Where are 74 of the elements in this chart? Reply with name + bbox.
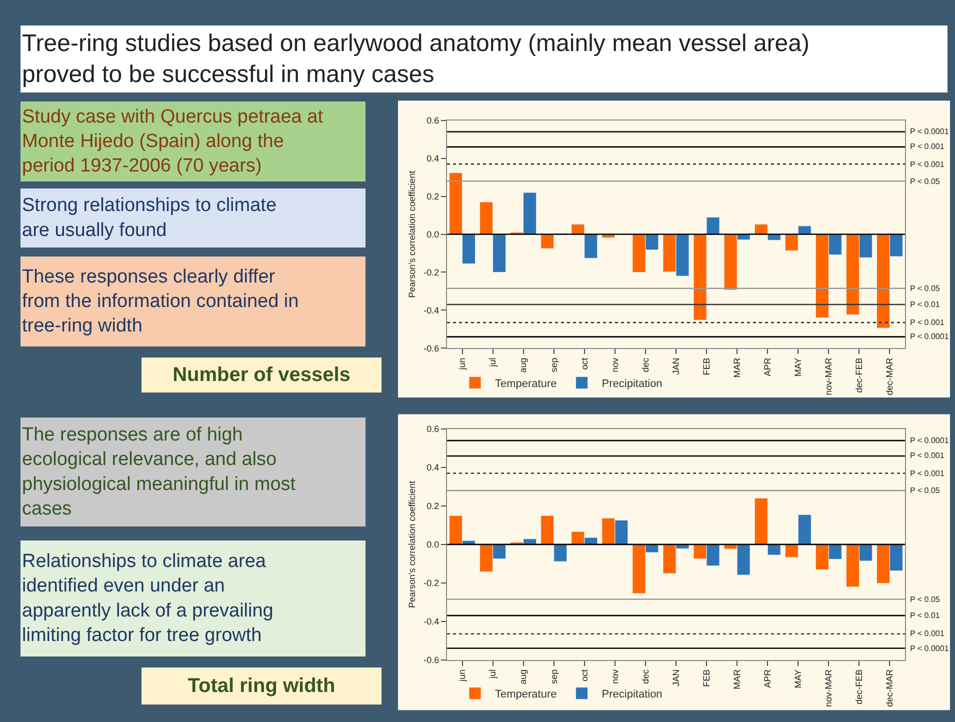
ref-line-label: P < 0.001 xyxy=(910,160,945,169)
x-tick-label: nov xyxy=(610,357,620,372)
x-tick-label: MAR xyxy=(732,668,742,690)
x-tick-label: dec-MAR xyxy=(884,357,895,396)
x-tick-label: dec-FEB xyxy=(854,358,864,393)
x-tick-label: jun xyxy=(457,669,468,682)
ref-line-label: P < 0.001 xyxy=(910,318,945,327)
legend-label: Temperature xyxy=(495,688,557,701)
y-tick-label: 0.2 xyxy=(426,191,440,202)
x-tick-label: nov-MAR xyxy=(824,668,834,707)
x-tick-label: sep xyxy=(548,669,559,684)
y-tick-label: 0.2 xyxy=(426,501,440,512)
ref-line-label: P < 0.01 xyxy=(910,611,940,620)
ref-line-label: P < 0.05 xyxy=(910,595,940,604)
ref-line-label: P < 0.001 xyxy=(910,142,945,151)
ref-line-label: P < 0.05 xyxy=(910,486,940,495)
text: Total ring width xyxy=(188,675,336,697)
x-tick-label: FEB xyxy=(701,358,712,376)
text: Relationships to climate area identified even under an apparently lack of a prevailing limiting factor for tree growth xyxy=(22,550,274,646)
x-tick-label: dec-MAR xyxy=(884,668,895,707)
ref-line-label: P < 0.001 xyxy=(910,469,945,478)
x-tick-label: JAN xyxy=(670,358,681,375)
x-tick-label: sep xyxy=(548,358,559,372)
x-tick-label: APR xyxy=(762,668,773,688)
text: The responses are of high ecological relevance, and also physiological meaningful in most cases xyxy=(22,424,296,520)
x-tick-label: MAR xyxy=(732,357,742,378)
ref-line-label: P < 0.05 xyxy=(910,284,940,293)
x-tick-label: dec xyxy=(640,668,650,684)
text: Study case with Quercus petraea at Monte Hijedo (Spain) along the period 1937-2006 (70 years) xyxy=(22,106,324,177)
y-tick-label: 0.0 xyxy=(426,540,440,550)
text: These responses clearly differ from the information contained in tree-ring width xyxy=(22,266,299,337)
y-tick-label: -0.6 xyxy=(424,654,440,665)
y-tick-label: 0.4 xyxy=(426,462,440,473)
y-tick-label: 0.4 xyxy=(426,154,440,164)
y-tick-label: 0.6 xyxy=(426,424,440,434)
x-tick-label: APR xyxy=(762,357,773,376)
x-tick-label: JAN xyxy=(670,669,681,686)
y-tick-label: -0.6 xyxy=(424,343,440,354)
ref-line-label: P < 0.0001 xyxy=(910,332,950,341)
x-tick-label: jul xyxy=(488,358,498,368)
ref-line-label: P < 0.001 xyxy=(910,451,945,460)
x-tick-label: jul xyxy=(488,669,498,680)
ref-line-label: P < 0.0001 xyxy=(910,436,950,445)
legend-label: Precipitation xyxy=(602,688,662,701)
legend-label: Temperature xyxy=(495,378,557,390)
x-tick-label: aug xyxy=(518,358,528,373)
y-tick-label: 0.0 xyxy=(426,229,440,240)
y-tick-label: -0.4 xyxy=(424,616,440,626)
x-tick-label: FEB xyxy=(701,669,712,687)
ref-line-label: P < 0.05 xyxy=(910,177,940,186)
x-tick-label: oct xyxy=(579,668,590,682)
y-tick-label: -0.4 xyxy=(424,305,440,316)
x-tick-label: nov-MAR xyxy=(824,357,834,396)
ref-line-label: P < 0.01 xyxy=(910,300,940,309)
y-tick-label: -0.2 xyxy=(424,578,440,588)
x-tick-label: dec-FEB xyxy=(854,669,864,704)
x-tick-label: MAY xyxy=(793,669,804,688)
y-axis-title: Pearson's correlation coefficient xyxy=(407,170,418,298)
legend-label: Precipitation xyxy=(602,378,662,390)
x-tick-label: oct xyxy=(579,357,590,370)
x-tick-label: aug xyxy=(518,669,528,684)
y-tick-label: -0.2 xyxy=(424,267,440,278)
x-tick-label: nov xyxy=(610,668,620,684)
y-tick-label: 0.6 xyxy=(426,116,440,126)
text: Number of vessels xyxy=(172,364,350,386)
x-tick-label: MAY xyxy=(793,358,804,377)
ref-line-label: P < 0.0001 xyxy=(910,127,950,136)
x-tick-label: dec xyxy=(640,357,650,372)
text: Tree-ring studies based on earlywood anatomy (mainly mean vessel area) proved to be successful in many cases xyxy=(22,30,810,88)
y-axis-title: Pearson's correlation coefficient xyxy=(407,480,418,608)
ref-line-label: P < 0.0001 xyxy=(910,644,950,653)
x-tick-label: jun xyxy=(457,358,468,371)
ref-line-label: P < 0.001 xyxy=(910,629,945,638)
text: Strong relationships to climate are usually found xyxy=(22,195,277,241)
